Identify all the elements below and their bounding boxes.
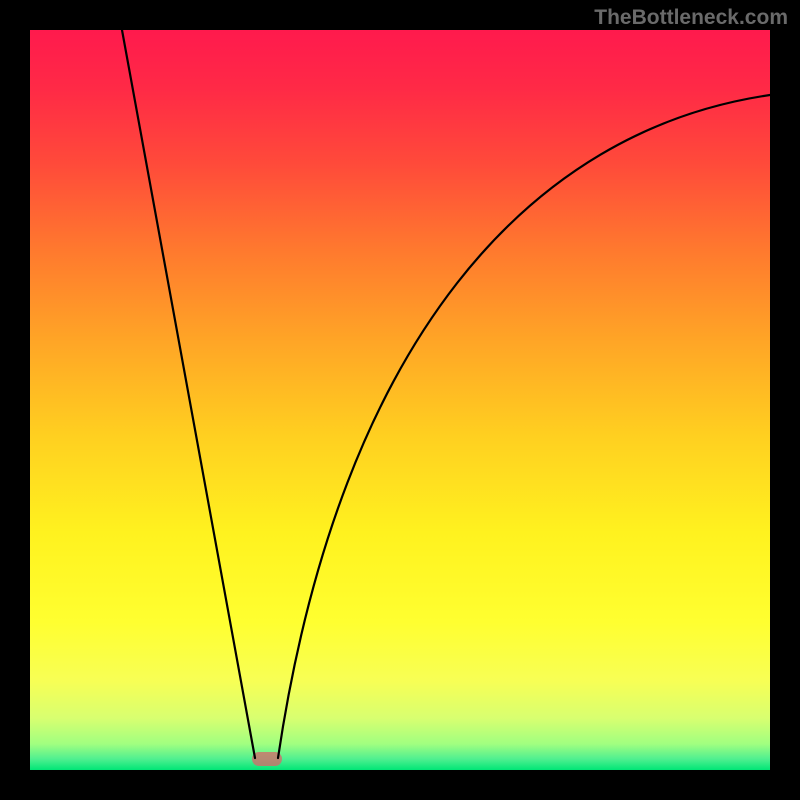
- chart-svg: [0, 0, 800, 800]
- chart-canvas: TheBottleneck.com: [0, 0, 800, 800]
- plot-background: [30, 30, 770, 770]
- watermark-text: TheBottleneck.com: [594, 6, 788, 30]
